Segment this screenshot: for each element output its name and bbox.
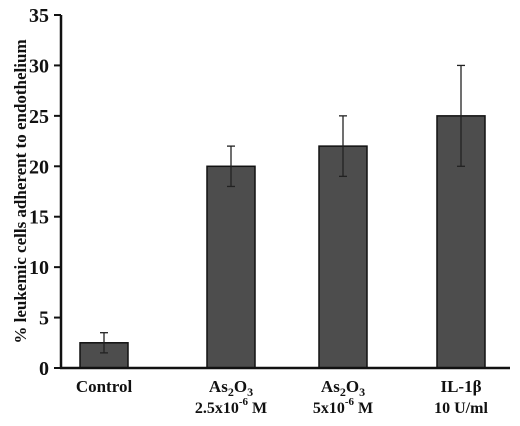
x-tick-sublabel: 5x10-6 M	[313, 396, 373, 417]
axes-group	[59, 15, 510, 370]
x-tick-label: As2O3	[209, 377, 253, 399]
y-ticks-group: 0 5 10 15 20 25 30 35	[29, 5, 61, 380]
y-tick-label: 20	[29, 156, 49, 178]
x-tick-sublabel: 2.5x10-6 M	[195, 396, 267, 417]
y-axis-label: % leukemic cells adherent to endothelium	[11, 39, 30, 343]
x-tick-label: IL-1β	[440, 377, 481, 396]
y-tick-label: 25	[29, 106, 49, 128]
x-tick-label: As2O3	[321, 377, 365, 399]
error-bars-group	[100, 64, 465, 354]
y-tick-label: 35	[29, 5, 49, 27]
bar-2	[318, 145, 368, 369]
y-tick-label: 10	[29, 257, 49, 279]
y-tick-label: 0	[39, 358, 49, 380]
bars-group	[79, 115, 486, 369]
x-tick-sublabel: 10 U/ml	[434, 400, 488, 417]
bar-1	[206, 165, 256, 369]
y-tick-label: 5	[39, 308, 49, 330]
x-tick-label: Control	[76, 377, 133, 396]
y-tick-label: 30	[29, 55, 49, 77]
y-tick-label: 15	[29, 207, 49, 229]
